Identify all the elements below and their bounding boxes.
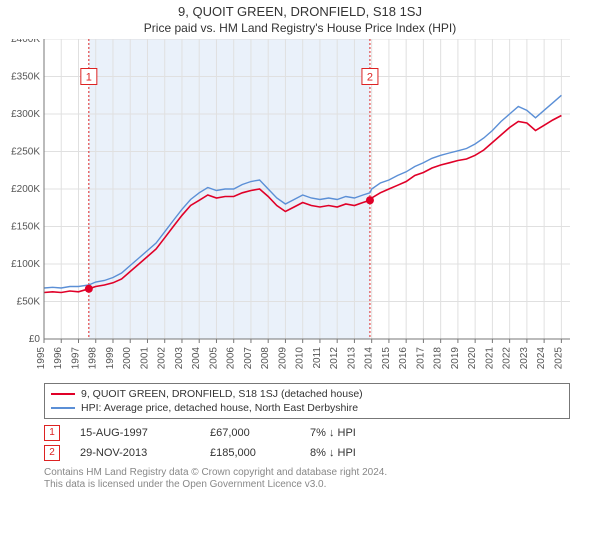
svg-text:2001: 2001 [139, 347, 150, 370]
svg-text:£0: £0 [29, 334, 41, 345]
svg-text:1995: 1995 [36, 347, 47, 370]
svg-text:£250K: £250K [11, 147, 40, 158]
svg-text:2003: 2003 [174, 347, 185, 370]
legend: 9, QUOIT GREEN, DRONFIELD, S18 1SJ (deta… [44, 383, 570, 419]
marker-diff: 8% ↓ HPI [310, 443, 410, 463]
svg-text:1: 1 [86, 72, 92, 84]
svg-text:2002: 2002 [157, 347, 168, 370]
svg-text:2025: 2025 [553, 347, 564, 370]
svg-text:2: 2 [367, 72, 373, 84]
svg-text:2022: 2022 [502, 347, 513, 370]
svg-text:2017: 2017 [415, 347, 426, 370]
marker-price: £185,000 [210, 443, 290, 463]
marker-date: 29-NOV-2013 [80, 443, 190, 463]
svg-text:2014: 2014 [364, 347, 375, 370]
svg-text:2010: 2010 [295, 347, 306, 370]
marker-row: 2 29-NOV-2013 £185,000 8% ↓ HPI [44, 443, 570, 463]
legend-swatch [51, 407, 75, 409]
svg-text:£350K: £350K [11, 72, 40, 83]
svg-text:2019: 2019 [450, 347, 461, 370]
marker-price: £67,000 [210, 423, 290, 443]
svg-text:1998: 1998 [88, 347, 99, 370]
svg-text:1997: 1997 [70, 347, 81, 370]
svg-text:2021: 2021 [484, 347, 495, 370]
svg-text:2007: 2007 [243, 347, 254, 370]
svg-text:2023: 2023 [519, 347, 530, 370]
chart-subtitle: Price paid vs. HM Land Registry's House … [0, 19, 600, 39]
svg-text:2011: 2011 [312, 347, 323, 369]
marker-row: 1 15-AUG-1997 £67,000 7% ↓ HPI [44, 423, 570, 443]
svg-text:2004: 2004 [191, 347, 202, 370]
svg-text:2012: 2012 [329, 347, 340, 370]
marker-diff: 7% ↓ HPI [310, 423, 410, 443]
svg-text:£200K: £200K [11, 184, 40, 195]
legend-label: HPI: Average price, detached house, Nort… [81, 401, 358, 415]
svg-text:2009: 2009 [277, 347, 288, 370]
legend-swatch [51, 393, 75, 395]
legend-item: HPI: Average price, detached house, Nort… [51, 401, 563, 415]
svg-text:2000: 2000 [122, 347, 133, 370]
svg-text:£100K: £100K [11, 259, 40, 270]
line-chart: £0 £50K £100K £150K £200K £250K £300K £350K £400… [0, 39, 600, 381]
svg-text:1999: 1999 [105, 347, 116, 370]
svg-text:£300K: £300K [11, 109, 40, 120]
marker-badge: 2 [44, 445, 60, 461]
svg-text:2006: 2006 [226, 347, 237, 370]
chart-container: 9, QUOIT GREEN, DRONFIELD, S18 1SJ Price… [0, 0, 600, 560]
chart-title: 9, QUOIT GREEN, DRONFIELD, S18 1SJ [0, 0, 600, 19]
marker-badge: 1 [44, 425, 60, 441]
disclaimer-line: Contains HM Land Registry data © Crown c… [44, 467, 570, 479]
svg-text:£50K: £50K [17, 297, 41, 308]
svg-text:2015: 2015 [381, 347, 392, 370]
svg-text:1996: 1996 [53, 347, 64, 370]
svg-text:2020: 2020 [467, 347, 478, 370]
svg-text:2018: 2018 [433, 347, 444, 370]
svg-text:£150K: £150K [11, 222, 40, 233]
svg-text:£400K: £400K [11, 39, 40, 45]
marker-table: 1 15-AUG-1997 £67,000 7% ↓ HPI 2 29-NOV-… [44, 423, 570, 463]
marker-date: 15-AUG-1997 [80, 423, 190, 443]
legend-item: 9, QUOIT GREEN, DRONFIELD, S18 1SJ (deta… [51, 387, 563, 401]
svg-text:2024: 2024 [536, 347, 547, 370]
svg-text:2013: 2013 [346, 347, 357, 370]
disclaimer: Contains HM Land Registry data © Crown c… [44, 467, 570, 491]
svg-text:2008: 2008 [260, 347, 271, 370]
svg-text:2005: 2005 [208, 347, 219, 370]
legend-label: 9, QUOIT GREEN, DRONFIELD, S18 1SJ (deta… [81, 387, 363, 401]
disclaimer-line: This data is licensed under the Open Gov… [44, 479, 570, 491]
svg-text:2016: 2016 [398, 347, 409, 370]
